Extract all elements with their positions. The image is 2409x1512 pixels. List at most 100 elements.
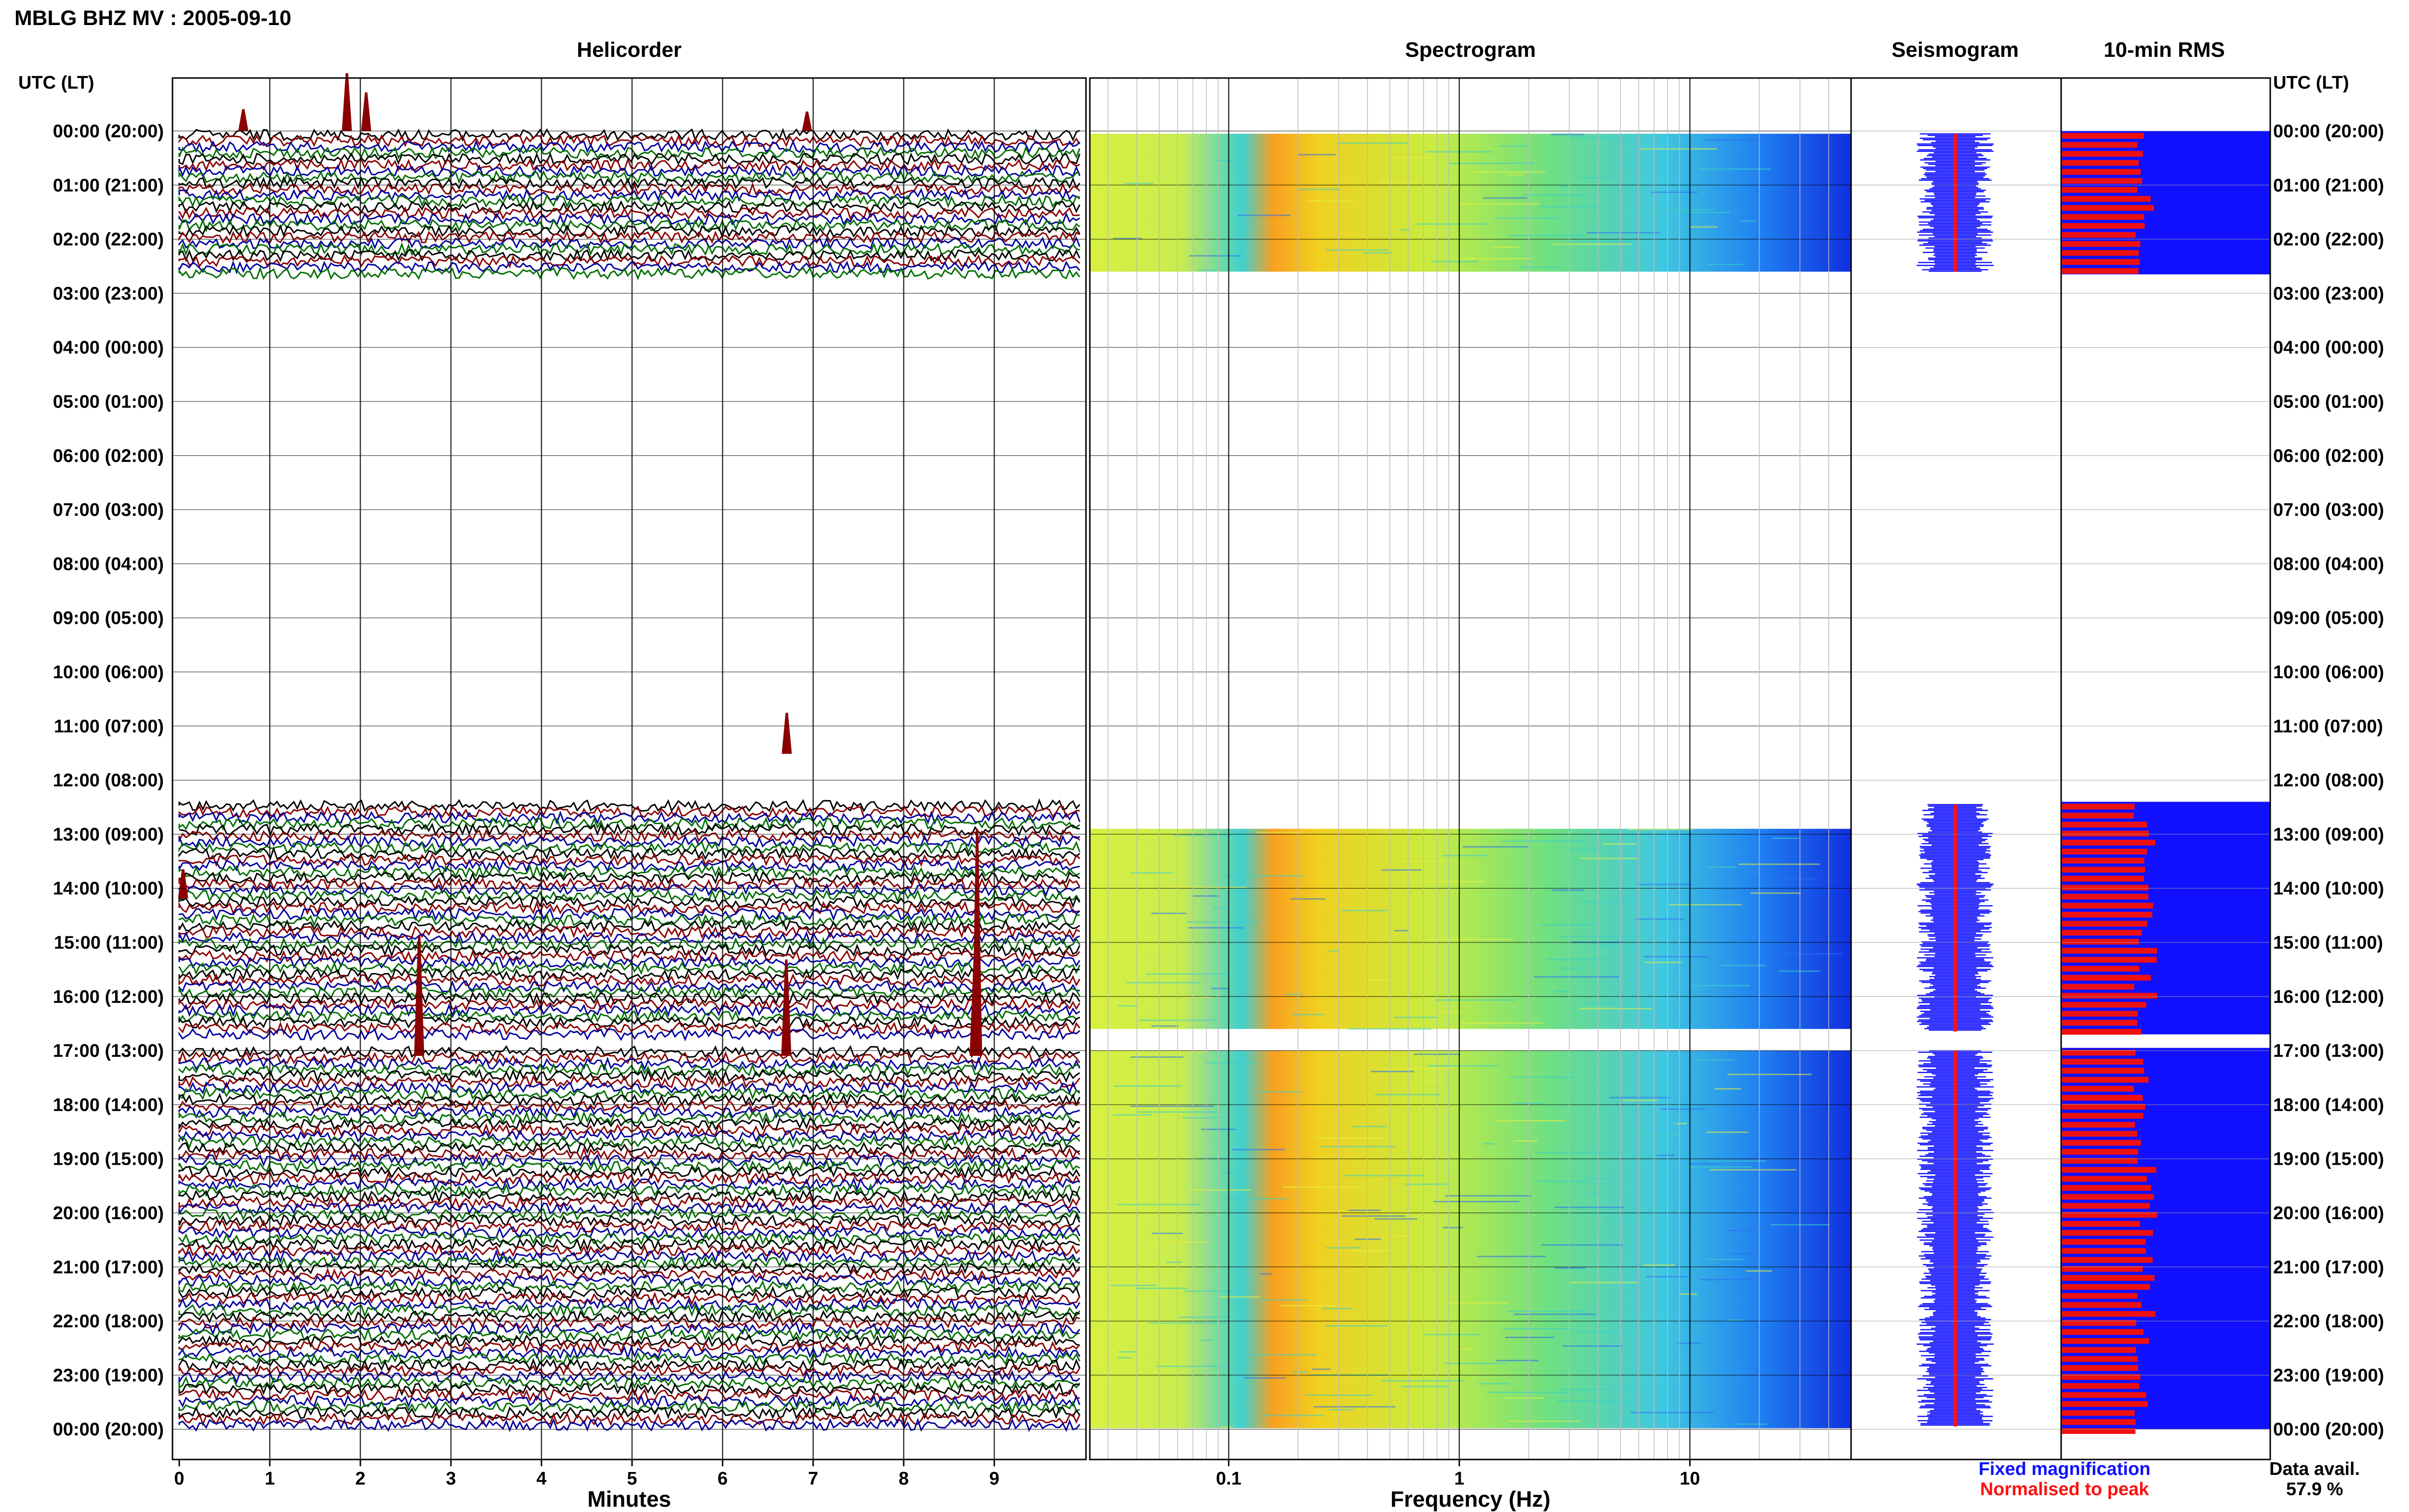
rms-normalised-bar [2061, 1221, 2140, 1227]
helicorder-trace [178, 925, 1080, 940]
helicorder-trace [178, 158, 1080, 172]
time-tick-label: 00:00 (20:00) [2273, 1420, 2384, 1440]
helicorder-trace [178, 224, 1081, 238]
minute-tick-label: 6 [717, 1469, 728, 1489]
rms-normalised-bar [2061, 1029, 2142, 1035]
right-time-ticks: 00:00 (20:00) 01:00 (21:00) 02:00 (22:00) 0… [2273, 121, 2384, 1440]
rms-normalised-bar [2061, 1184, 2151, 1191]
rms-normalised-bar [2061, 232, 2136, 238]
rms-normalised-bar [2061, 903, 2154, 909]
rms-plot [2061, 131, 2270, 1434]
rms-normalised-bar [2061, 1338, 2149, 1344]
time-tick-label: 10:00 (06:00) [2273, 662, 2384, 683]
helicorder-event [802, 111, 812, 131]
helicorder-trace [178, 1183, 1081, 1198]
rms-normalised-bar [2061, 894, 2149, 900]
helicorder-trace [178, 1189, 1081, 1204]
minute-tick-label: 3 [446, 1469, 456, 1489]
helicorder-trace [178, 1303, 1081, 1318]
helicorder-trace [178, 1381, 1080, 1397]
time-tick-label: 02:00 (22:00) [53, 230, 164, 250]
helicorder-trace [178, 260, 1081, 275]
spectrogram-block [1090, 1051, 1851, 1428]
helicorder-trace [178, 979, 1080, 993]
time-tick-label: 17:00 (13:00) [53, 1041, 164, 1061]
rms-normalised-bar [2061, 1347, 2136, 1353]
rms-normalised-bar [2061, 1067, 2144, 1074]
time-tick-label: 18:00 (14:00) [53, 1095, 164, 1115]
rms-normalised-bar [2061, 1248, 2146, 1254]
rms-normalised-bar [2061, 1356, 2138, 1362]
helicorder-trace [178, 212, 1080, 227]
rms-normalised-bar [2061, 1194, 2154, 1200]
helicorder-trace [178, 1177, 1080, 1192]
helicorder-trace [178, 1285, 1081, 1300]
helicorder-trace [178, 1388, 1080, 1402]
minute-tick-label: 8 [899, 1469, 909, 1489]
rms-normalised-bar [2061, 1113, 2144, 1119]
helicorder-trace [178, 1056, 1081, 1071]
seismogram-plot [1917, 133, 1994, 1427]
helicorder-plot [178, 73, 1081, 1433]
time-tick-label: 13:00 (09:00) [2273, 825, 2384, 845]
helicorder-trace [178, 218, 1080, 233]
helicorder-trace [178, 1352, 1081, 1366]
rms-normalised-bar [2061, 1275, 2155, 1281]
rms-normalised-bar [2061, 187, 2138, 193]
rms-normalised-bar [2061, 1374, 2141, 1380]
frequency-axis-ticks: 0.1 1 10 [1216, 1459, 1700, 1489]
rms-normalised-bar [2061, 1157, 2138, 1164]
time-tick-label: 04:00 (00:00) [53, 338, 164, 358]
helicorder-event [342, 73, 352, 131]
spectrogram-plot [1090, 133, 1851, 1428]
helicorder-trace [178, 1376, 1081, 1390]
helicorder-trace [178, 1080, 1080, 1095]
helicorder-trace [178, 236, 1081, 250]
rms-normalised-bar [2061, 223, 2145, 229]
time-tick-label: 05:00 (01:00) [2273, 392, 2384, 412]
helicorder-trace [178, 1050, 1081, 1065]
helicorder-trace [178, 152, 1081, 166]
minute-tick-label: 7 [808, 1469, 818, 1489]
helicorder-trace [178, 1201, 1081, 1216]
helicorder-trace [178, 1135, 1081, 1149]
rms-normalised-bar [2061, 1001, 2146, 1008]
time-tick-label: 08:00 (04:00) [2273, 554, 2384, 574]
rms-normalised-bar [2061, 1392, 2146, 1398]
panel-frame [2060, 77, 2271, 1460]
helicorder-trace [178, 870, 1080, 885]
helicorder-trace [178, 1146, 1081, 1162]
rms-normalised-bar [2061, 840, 2156, 846]
helicorder-event [781, 959, 792, 1056]
rms-normalised-bar [2061, 151, 2143, 157]
helicorder-event [361, 92, 371, 131]
time-tick-label: 17:00 (13:00) [2273, 1041, 2384, 1061]
rms-normalised-bar [2061, 1203, 2150, 1209]
helicorder-trace [178, 1237, 1080, 1252]
rms-normalised-bar [2061, 803, 2135, 810]
time-tick-label: 06:00 (02:00) [53, 446, 164, 466]
helicorder-trace [178, 254, 1081, 269]
minute-tick-label: 0 [174, 1469, 184, 1489]
helicorder-event [781, 712, 792, 754]
minutes-axis-ticks: 0 1 2 3 4 5 6 7 8 9 [174, 1459, 999, 1489]
helicorder-event [178, 869, 188, 899]
helicorder-trace [178, 967, 1080, 982]
time-tick-label: 00:00 (20:00) [53, 121, 164, 142]
helicorder-trace [178, 1231, 1081, 1246]
helicorder-trace [178, 176, 1081, 190]
helicorder-event [238, 109, 249, 131]
rms-normalised-bar [2061, 1167, 2157, 1173]
rms-normalised-bar [2061, 1050, 2136, 1056]
helicorder-trace [178, 991, 1081, 1006]
helicorder-trace [178, 1092, 1081, 1107]
time-tick-label: 11:00 (07:00) [2273, 716, 2383, 736]
helicorder-trace [178, 1364, 1081, 1378]
legend-normalised-to-peak: Normalised to peak [1980, 1479, 2149, 1499]
helicorder-trace [178, 133, 1081, 148]
helicorder-trace [178, 955, 1081, 969]
spectrogram-block [1090, 133, 1851, 272]
time-tick-label: 08:00 (04:00) [53, 554, 164, 574]
helicorder-trace [178, 907, 1081, 921]
rms-normalised-bar [2061, 259, 2140, 265]
